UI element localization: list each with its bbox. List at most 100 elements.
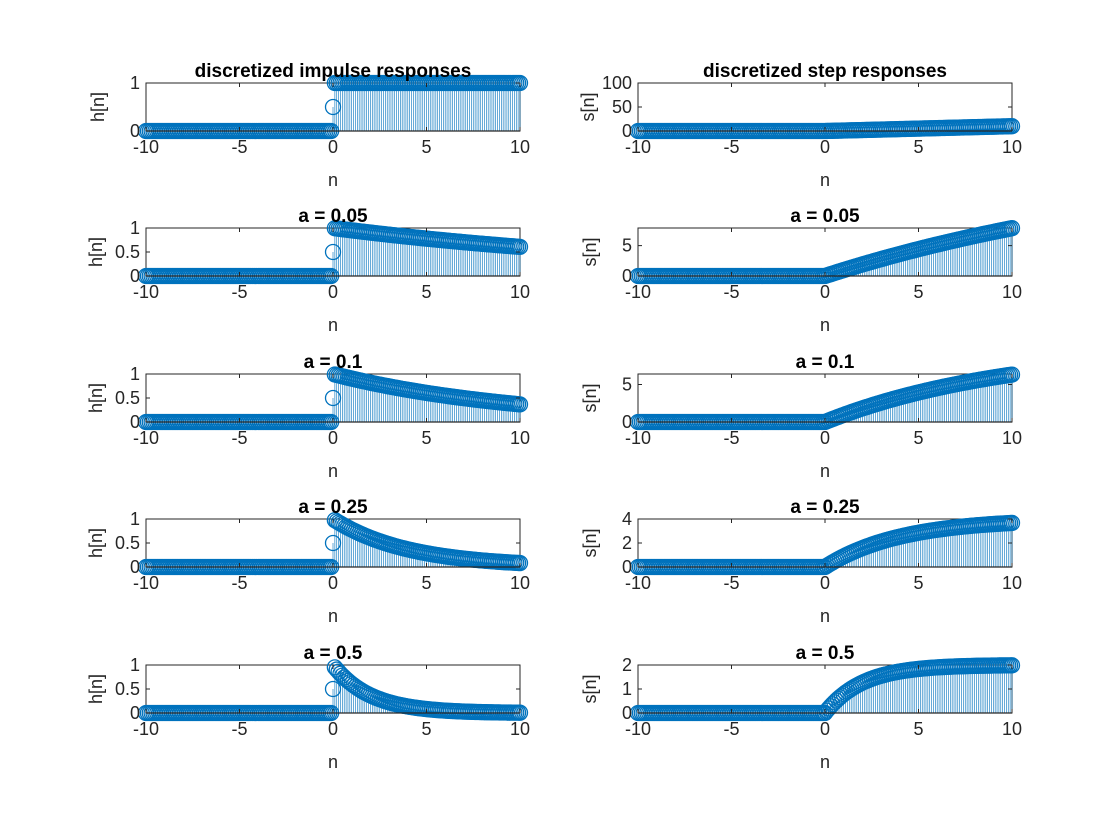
stem-marker xyxy=(324,534,342,552)
x-tick-label: -5 xyxy=(231,719,247,739)
stem-marker xyxy=(1003,118,1021,135)
y-tick-label: 1 xyxy=(622,679,632,699)
x-axis-label: n xyxy=(328,752,338,772)
subplot-5: -10 -5 0 5 10 0 0.5 1 n h[n] a = 0.1 xyxy=(86,352,530,481)
x-axis-label: n xyxy=(820,315,830,335)
y-tick-label: 0 xyxy=(622,266,632,286)
y-tick-label: 1 xyxy=(130,73,140,93)
x-tick-label: -5 xyxy=(723,137,739,157)
x-tick-label: 5 xyxy=(913,573,923,593)
y-tick-label: 0.5 xyxy=(115,242,140,262)
stem-marker xyxy=(511,396,529,413)
y-axis-label: h[n] xyxy=(86,237,106,267)
subplot-3: -10 -5 0 5 10 0 0.5 1 n h[n] a = 0.05 xyxy=(86,206,530,335)
x-tick-label: 0 xyxy=(820,719,830,739)
y-axis-label: h[n] xyxy=(86,383,106,413)
subplot-9: -10 -5 0 5 10 0 0.5 1 n h[n] a = 0.5 xyxy=(86,643,530,772)
subplot-1: -10 -5 0 5 10 0 1 n h[n] discretized impulse resp… xyxy=(88,61,530,190)
x-tick-label: 0 xyxy=(328,719,338,739)
x-axis-label: n xyxy=(820,752,830,772)
x-tick-label: -5 xyxy=(231,428,247,448)
y-tick-label: 0.5 xyxy=(115,533,140,553)
x-tick-label: -5 xyxy=(231,137,247,157)
subplot-6: -10 -5 0 5 10 0 5 n s[n] a = 0.1 xyxy=(580,352,1022,481)
x-tick-label: -10 xyxy=(625,137,651,157)
x-tick-label: 0 xyxy=(328,137,338,157)
subplot-7: -10 -5 0 5 10 0 0.5 1 n h[n] a = 0.25 xyxy=(86,497,530,626)
y-tick-label: 1 xyxy=(130,218,140,238)
y-tick-label: 0 xyxy=(622,703,632,723)
y-axis-label: s[n] xyxy=(580,383,600,412)
subplot-title: a = 0.25 xyxy=(790,497,860,518)
y-tick-label: 4 xyxy=(622,509,632,529)
x-tick-label: 5 xyxy=(421,282,431,302)
x-tick-label: -5 xyxy=(723,282,739,302)
y-tick-label: 0 xyxy=(130,703,140,723)
x-tick-label: -5 xyxy=(231,573,247,593)
stem-marker xyxy=(1003,657,1021,674)
subplot-title: a = 0.05 xyxy=(298,206,368,227)
x-tick-label: 10 xyxy=(1002,573,1022,593)
subplot-4: -10 -5 0 5 10 0 5 n s[n] a = 0.05 xyxy=(580,206,1022,335)
stem-marker xyxy=(324,98,342,116)
x-tick-label: 5 xyxy=(421,137,431,157)
stem-marker xyxy=(324,680,342,698)
y-axis-label: h[n] xyxy=(88,92,108,122)
x-tick-label: -10 xyxy=(133,573,159,593)
x-tick-label: 10 xyxy=(510,137,530,157)
x-tick-label: 0 xyxy=(820,573,830,593)
y-tick-label: 0 xyxy=(130,266,140,286)
x-tick-label: -10 xyxy=(625,719,651,739)
x-tick-label: -5 xyxy=(723,428,739,448)
x-axis-label: n xyxy=(328,461,338,481)
x-axis-label: n xyxy=(328,170,338,190)
x-tick-label: 10 xyxy=(510,282,530,302)
y-axis-label: s[n] xyxy=(578,92,598,121)
y-tick-label: 0 xyxy=(622,412,632,432)
y-tick-label: 0 xyxy=(130,557,140,577)
x-tick-label: 5 xyxy=(913,719,923,739)
x-axis-label: n xyxy=(820,461,830,481)
stem-marker xyxy=(511,554,529,572)
y-tick-label: 1 xyxy=(130,509,140,529)
x-tick-label: -10 xyxy=(133,282,159,302)
marker-series xyxy=(629,514,1021,576)
x-tick-label: 5 xyxy=(421,428,431,448)
y-tick-label: 0 xyxy=(622,557,632,577)
stem-marker xyxy=(511,74,529,92)
y-tick-label: 0 xyxy=(130,412,140,432)
x-tick-label: 0 xyxy=(328,282,338,302)
x-tick-label: -10 xyxy=(625,428,651,448)
x-tick-label: 0 xyxy=(820,428,830,448)
x-tick-label: 0 xyxy=(328,428,338,448)
y-tick-label: 100 xyxy=(602,73,632,93)
y-axis-label: s[n] xyxy=(580,674,600,703)
y-axis-label: s[n] xyxy=(580,237,600,266)
y-tick-label: 0 xyxy=(130,121,140,141)
subplot-10: -10 -5 0 5 10 0 1 2 n s[n] a = 0.5 xyxy=(580,643,1022,772)
y-tick-label: 2 xyxy=(622,533,632,553)
y-tick-label: 1 xyxy=(130,364,140,384)
x-tick-label: 5 xyxy=(913,137,923,157)
x-tick-label: 10 xyxy=(1002,428,1022,448)
subplot-title: a = 0.1 xyxy=(796,352,855,373)
x-tick-label: 5 xyxy=(913,282,923,302)
y-tick-label: 0.5 xyxy=(115,679,140,699)
subplot-title: a = 0.25 xyxy=(298,497,368,518)
x-axis-label: n xyxy=(820,170,830,190)
x-axis-label: n xyxy=(820,606,830,626)
x-tick-label: 10 xyxy=(1002,282,1022,302)
subplot-title: a = 0.05 xyxy=(790,206,860,227)
stem-marker xyxy=(324,243,342,261)
x-tick-label: -10 xyxy=(133,719,159,739)
x-tick-label: 10 xyxy=(510,573,530,593)
y-tick-label: 2 xyxy=(622,655,632,675)
x-tick-label: 10 xyxy=(1002,719,1022,739)
stem-marker xyxy=(511,238,529,256)
subplot-title: a = 0.5 xyxy=(304,643,363,664)
y-tick-label: 50 xyxy=(612,97,632,117)
x-tick-label: 0 xyxy=(820,137,830,157)
stem-marker xyxy=(1003,366,1021,383)
